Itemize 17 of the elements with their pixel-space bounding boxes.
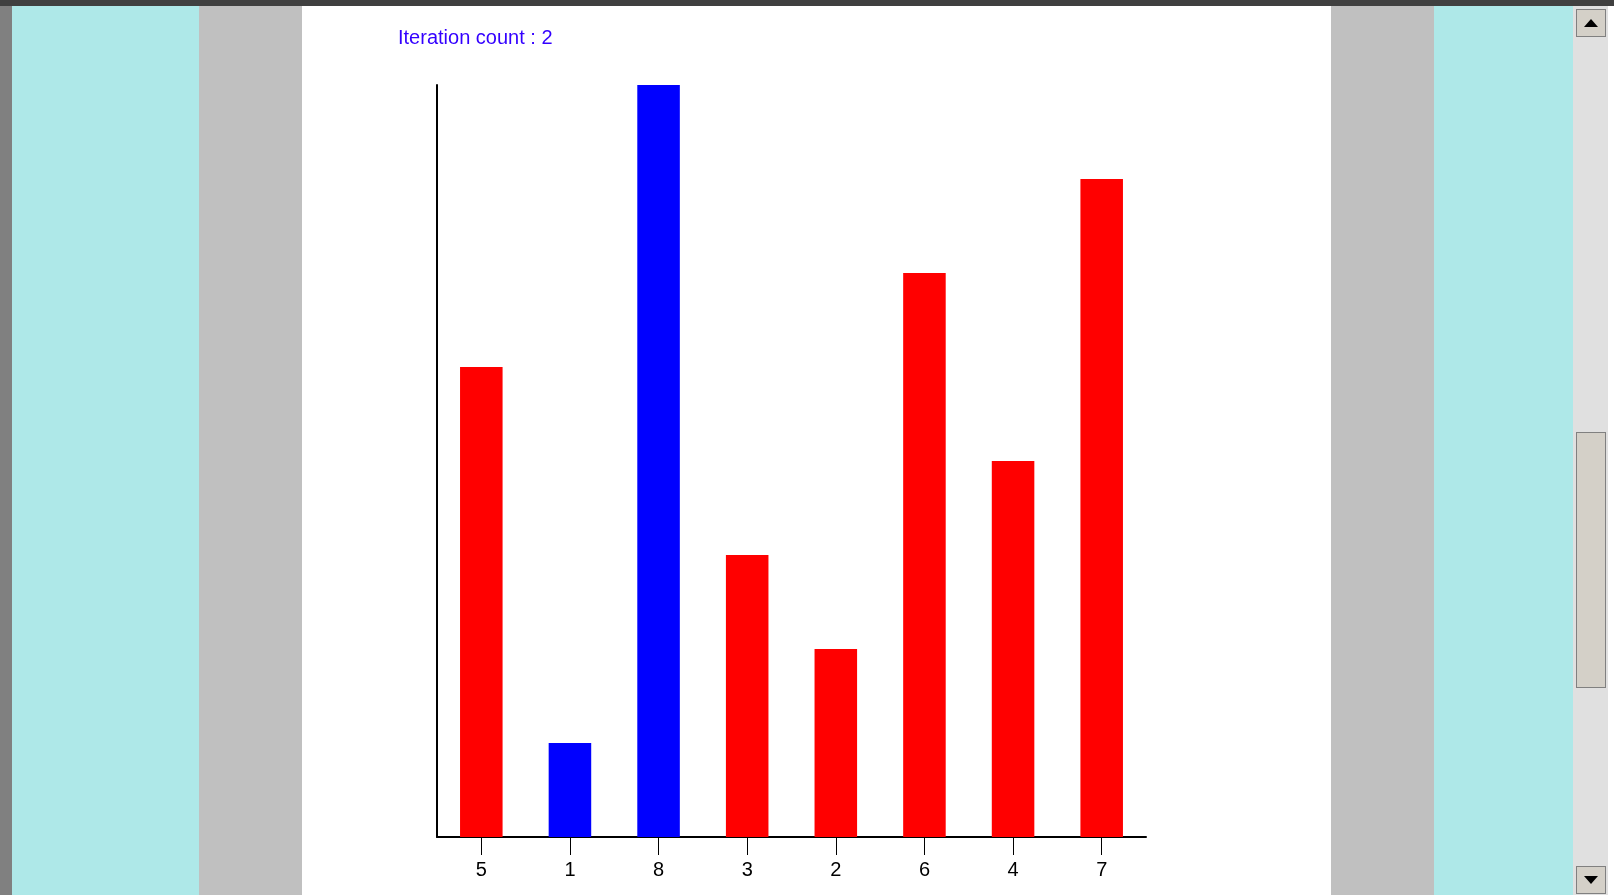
bar (814, 649, 858, 837)
x-tick-label: 8 (653, 858, 665, 880)
bar (460, 367, 503, 837)
bar (548, 743, 592, 837)
bar (725, 555, 769, 837)
bar (637, 85, 680, 837)
x-tick-label: 4 (1007, 858, 1019, 880)
x-tick-label: 5 (475, 858, 487, 880)
x-tick-label: 3 (741, 858, 753, 880)
x-tick-label: 2 (830, 858, 842, 880)
bar (903, 273, 946, 837)
bar (991, 461, 1035, 837)
x-tick-label: 6 (918, 858, 930, 880)
x-tick-label: 1 (564, 858, 576, 880)
x-tick-label: 7 (1096, 858, 1108, 880)
bar (1080, 179, 1123, 837)
chart-title: Iteration count : 2 (398, 26, 553, 48)
